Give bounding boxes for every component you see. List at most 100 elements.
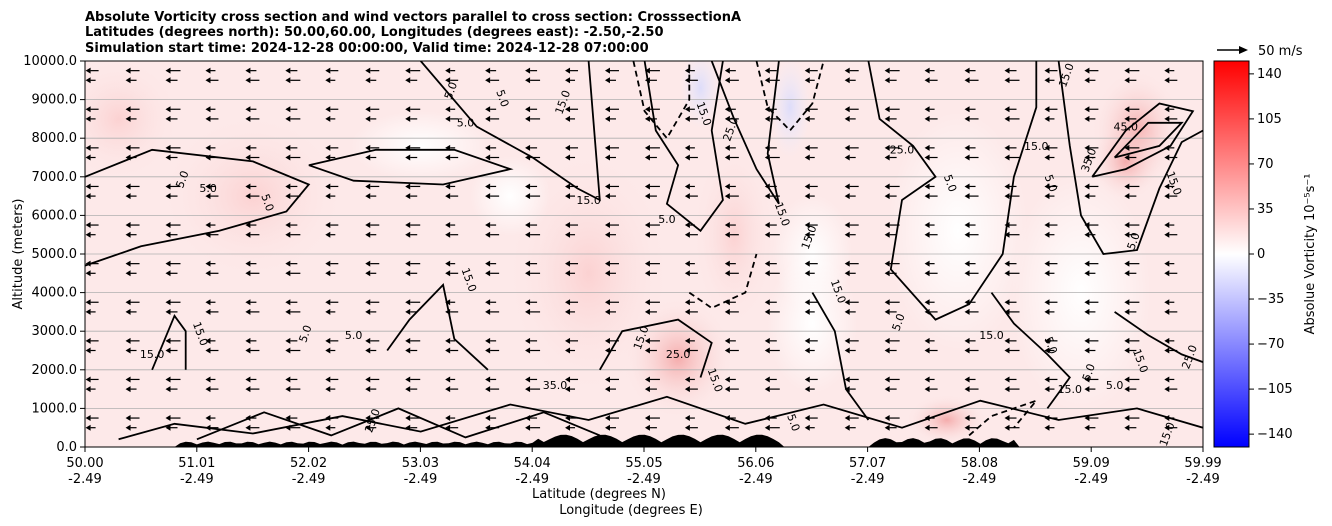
- quiver-key-arrowhead: [1239, 46, 1248, 54]
- wind-vector-head: [365, 424, 371, 431]
- wind-vector-head: [365, 193, 371, 200]
- wind-vector-head: [1124, 347, 1130, 354]
- field-blob: [350, 110, 491, 181]
- contour-label: 5.0: [658, 213, 676, 226]
- wind-vector-head: [1004, 154, 1010, 161]
- wind-vector-head: [844, 77, 850, 84]
- wind-vector-head: [85, 260, 91, 267]
- wind-vector-head: [1084, 424, 1090, 431]
- title-line-2: Latitudes (degrees north): 50.00,60.00, …: [85, 25, 664, 40]
- wind-vector-head: [1084, 115, 1090, 122]
- wind-vector-head: [964, 308, 970, 315]
- wind-vector-head: [205, 193, 211, 200]
- x-tick-label-latitude: 59.99: [1184, 456, 1221, 471]
- wind-vector-head: [405, 183, 411, 190]
- contour-line: [85, 148, 311, 267]
- wind-vector-head: [804, 144, 810, 151]
- wind-vector-head: [1164, 424, 1170, 431]
- wind-vector-head: [1004, 270, 1010, 277]
- wind-vector-head: [644, 424, 650, 431]
- wind-vector-head: [684, 415, 690, 422]
- wind-vector-head: [1084, 77, 1090, 84]
- wind-vector-head: [1004, 337, 1010, 344]
- wind-vector-head: [205, 77, 211, 84]
- field-blob: [887, 110, 1028, 351]
- wind-vector-head: [964, 144, 970, 151]
- wind-vector-head: [485, 193, 491, 200]
- contour-label: 5.0: [784, 412, 802, 433]
- wind-vector-head: [924, 270, 930, 277]
- wind-vector-head: [724, 106, 730, 113]
- wind-vector-head: [1124, 144, 1130, 151]
- wind-vector-head: [964, 424, 970, 431]
- wind-vector-head: [325, 347, 331, 354]
- wind-vector-head: [644, 115, 650, 122]
- wind-vector-head: [964, 270, 970, 277]
- wind-vector-head: [804, 308, 810, 315]
- wind-vector-head: [884, 386, 890, 393]
- contour-label: 5.0: [457, 117, 475, 130]
- wind-vector-head: [964, 299, 970, 306]
- wind-vector-head: [205, 337, 211, 344]
- wind-vector-head: [245, 183, 251, 190]
- wind-vector-head: [1044, 67, 1050, 74]
- wind-vector-head: [285, 231, 291, 238]
- wind-vector-head: [445, 424, 451, 431]
- wind-vector-head: [125, 77, 131, 84]
- wind-vector-head: [1004, 144, 1010, 151]
- wind-vector-head: [804, 337, 810, 344]
- wind-vector-head: [525, 337, 531, 344]
- wind-vector-head: [125, 183, 131, 190]
- wind-vector-head: [325, 231, 331, 238]
- wind-vector-head: [525, 260, 531, 267]
- wind-vector-head: [1124, 415, 1130, 422]
- wind-vector-head: [365, 337, 371, 344]
- wind-vector-head: [445, 231, 451, 238]
- wind-vector-head: [525, 231, 531, 238]
- contour-line: [1057, 61, 1203, 255]
- wind-vector-head: [844, 260, 850, 267]
- wind-vector-head: [525, 77, 531, 84]
- wind-vector-head: [764, 106, 770, 113]
- wind-vector-head: [1124, 106, 1130, 113]
- wind-vector-head: [125, 106, 131, 113]
- wind-vector-head: [125, 415, 131, 422]
- wind-vector-head: [525, 270, 531, 277]
- wind-vector-head: [1044, 376, 1050, 383]
- wind-vector-head: [1084, 106, 1090, 113]
- wind-vector-head: [1004, 386, 1010, 393]
- wind-vector-head: [604, 77, 610, 84]
- wind-vector-head: [365, 154, 371, 161]
- wind-vector-head: [604, 193, 610, 200]
- wind-vector-head: [884, 77, 890, 84]
- wind-vector-head: [1044, 154, 1050, 161]
- wind-vector-head: [924, 115, 930, 122]
- wind-vector-head: [165, 106, 171, 113]
- contour-label: 5.0: [1042, 173, 1060, 194]
- wind-vector-head: [365, 183, 371, 190]
- contour-label: 15.0: [979, 329, 1004, 342]
- wind-vector-head: [205, 424, 211, 431]
- wind-vector-head: [964, 77, 970, 84]
- field-blob: [470, 156, 551, 237]
- wind-vector-head: [724, 337, 730, 344]
- colorbar-tick-label: 35: [1257, 202, 1274, 217]
- wind-vector-head: [764, 386, 770, 393]
- wind-vector-head: [724, 183, 730, 190]
- wind-vector-head: [684, 347, 690, 354]
- wind-vector-head: [804, 260, 810, 267]
- wind-vector-head: [1084, 183, 1090, 190]
- x-tick-label-longitude: -2.49: [627, 472, 661, 487]
- wind-vector-head: [844, 193, 850, 200]
- wind-vector-head: [924, 424, 930, 431]
- wind-vector-head: [245, 106, 251, 113]
- contour-label: 15.0: [140, 348, 165, 361]
- wind-vector-head: [724, 386, 730, 393]
- wind-vector-head: [205, 115, 211, 122]
- wind-vector-head: [764, 270, 770, 277]
- wind-vector-head: [205, 260, 211, 267]
- wind-vector-head: [485, 106, 491, 113]
- wind-vector-head: [844, 308, 850, 315]
- vorticity-contours: [85, 61, 1203, 441]
- wind-vector-head: [604, 260, 610, 267]
